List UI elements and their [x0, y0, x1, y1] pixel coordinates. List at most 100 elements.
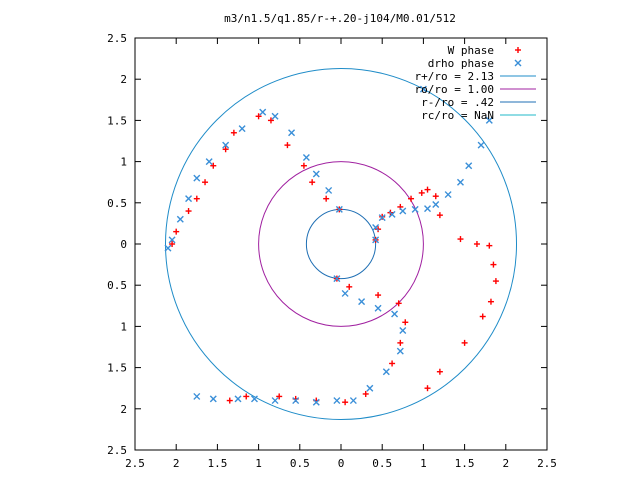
drho-phase-point-23 [349, 397, 357, 405]
w-phase-point-22 [375, 292, 382, 299]
w-phase-point-33 [226, 397, 233, 404]
w-phase-point-45 [193, 195, 200, 202]
w-phase-point-37 [300, 162, 307, 169]
drho-phase-point-35 [302, 153, 310, 161]
x-tick-label-2: 1.5 [207, 457, 227, 470]
w-phase-point-17 [461, 339, 468, 346]
drho-phase-point-1 [372, 224, 380, 232]
x-tick-label-8: 1.5 [455, 457, 475, 470]
drho-phase-point-4 [399, 207, 407, 215]
drho-phase-point-5 [411, 205, 419, 213]
w-phase-point-5 [408, 195, 415, 202]
drho-phase-point-29 [234, 395, 242, 403]
y-tick-label-9: 2 [120, 403, 127, 416]
drho-phase-point-44 [176, 215, 184, 223]
drho-phase-point-15 [341, 289, 349, 297]
x-tick-label-9: 2 [502, 457, 509, 470]
circle-1 [258, 161, 424, 327]
y-tick-label-5: 0 [120, 238, 127, 251]
w-phase-point-39 [267, 117, 274, 124]
drho-phase-point-22 [366, 384, 374, 392]
drho-phase-point-26 [292, 397, 300, 405]
w-phase-point-28 [342, 399, 349, 406]
w-phase-point-24 [402, 319, 409, 326]
w-phase-point-36 [309, 179, 316, 186]
drho-phase-point-14 [333, 275, 341, 283]
w-phase-point-42 [222, 146, 229, 153]
x-tick-label-4: 0.5 [290, 457, 310, 470]
legend-label-2: r+/ro = 2.13 [415, 70, 494, 83]
drho-phase-point-11 [477, 141, 485, 149]
w-phase-point-12 [486, 242, 493, 249]
drho-phase-point-25 [312, 398, 320, 406]
w-phase-point-32 [243, 393, 250, 400]
w-phase-point-10 [457, 236, 464, 243]
drho-phase-point-45 [168, 236, 176, 244]
drho-phase-point-36 [288, 129, 296, 137]
radius-circles [164, 67, 518, 421]
drho-phase-point-30 [209, 395, 217, 403]
drho-phase-point-24 [333, 397, 341, 405]
drho-phase-point-16 [358, 298, 366, 306]
drho-phase-point-2 [378, 214, 386, 222]
x-tick-label-7: 1 [420, 457, 427, 470]
drho-phase-point-12 [485, 116, 493, 124]
x-tick-label-1: 2 [173, 457, 180, 470]
w-phase-point-26 [389, 360, 396, 367]
w-phase-point-23 [395, 300, 402, 307]
w-phase-point-27 [362, 390, 369, 397]
y-tick-label-2: 1.5 [107, 114, 127, 127]
x-tick-label-3: 1 [255, 457, 262, 470]
x-tick-label-5: 0 [338, 457, 345, 470]
drho-phase-point-10 [465, 162, 473, 170]
drho-phase-point-8 [444, 191, 452, 199]
drho-phase-point-13 [419, 85, 427, 93]
chart-title: m3/n1.5/q1.85/r-+.20-j104/M0.01/512 [224, 12, 456, 25]
y-tick-label-4: 0.5 [107, 197, 127, 210]
y-tick-label-3: 1 [120, 156, 127, 169]
drho-phase-point-7 [432, 200, 440, 208]
y-tick-label-8: 1.5 [107, 362, 127, 375]
drho-phase-point-17 [374, 304, 382, 312]
w-phase-point-43 [210, 162, 217, 169]
drho-phase-point-18 [391, 310, 399, 318]
w-phase-point-47 [173, 228, 180, 235]
y-tick-label-6: 0.5 [107, 279, 127, 292]
drho-phase-point-19 [399, 327, 407, 335]
drho-phase-point-43 [185, 195, 193, 203]
w-phase-point-21 [346, 283, 353, 290]
w-phase-point-31 [276, 393, 283, 400]
legend-label-3: ro/ro = 1.00 [415, 83, 494, 96]
drho-phase-point-21 [382, 368, 390, 376]
legend-label-0: W phase [448, 44, 494, 57]
drho-phase-point-31 [193, 392, 201, 400]
y-tick-label-7: 1 [120, 320, 127, 333]
drho-phase-point-37 [271, 112, 279, 120]
w-phase-point-41 [230, 129, 237, 136]
y-tick-label-1: 2 [120, 73, 127, 86]
x-tick-label-0: 2.5 [125, 457, 145, 470]
w-phase-point-46 [185, 208, 192, 215]
legend-label-1: drho phase [428, 57, 494, 70]
axis-ticks: 2.5 2 1.5 1 0.5 0 0.5 1 1.5 2 2.52.521.510.500.511… [107, 32, 557, 470]
circle-2 [305, 208, 377, 280]
w-phase-point-40 [255, 113, 262, 120]
w-phase-point-19 [424, 385, 431, 392]
drho-phase-point-6 [424, 205, 432, 213]
drho-phase-point-28 [250, 395, 258, 403]
drho-phase-point-32 [335, 205, 343, 213]
drho-phase-point-9 [456, 178, 464, 186]
y-tick-label-0: 2.5 [107, 32, 127, 45]
w-phase-point-16 [479, 313, 486, 320]
w-phase-point-8 [432, 193, 439, 200]
w-phase-point-15 [487, 298, 494, 305]
circle-0 [164, 67, 518, 421]
w-phase-point-18 [436, 368, 443, 375]
w-phase-point-9 [436, 212, 443, 219]
phase-points [164, 85, 499, 406]
drho-phase-point-41 [205, 158, 213, 166]
w-phase-point-11 [473, 241, 480, 247]
w-phase-point-13 [490, 261, 497, 268]
w-phase-point-7 [424, 186, 431, 193]
